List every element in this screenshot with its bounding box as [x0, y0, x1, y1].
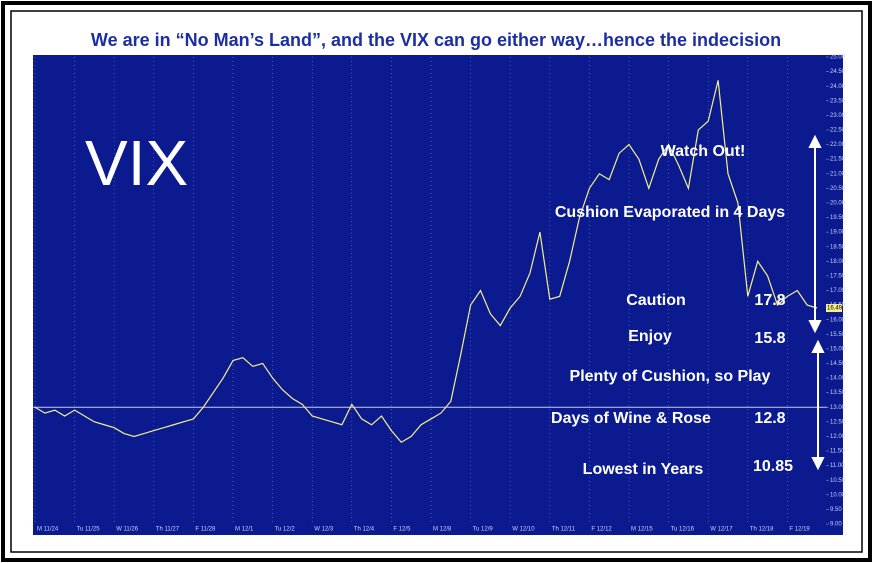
last-value-box: [826, 304, 842, 313]
x-tick-label: W 12/3: [314, 527, 334, 533]
plot: 9.00 9.50 10.00 10.50 11.00 11.50 12.00 12.50 13…: [33, 55, 846, 533]
last-value-label: 16.49: [827, 306, 843, 312]
x-tick-label: Th 11/27: [156, 527, 180, 533]
y-tick-label: 22.00: [830, 142, 846, 148]
x-tick-label: M 12/15: [631, 527, 653, 533]
annotation: Enjoy: [628, 328, 672, 345]
x-tick-label: Th 12/18: [750, 527, 774, 533]
x-tick-label: W 11/26: [116, 527, 139, 533]
y-tick-label: 19.00: [830, 230, 846, 236]
arrows: [808, 134, 825, 471]
x-tick-label: M 12/8: [433, 527, 452, 533]
y-tick-label: 22.50: [830, 128, 846, 134]
arrowhead: [808, 320, 822, 334]
y-tick-label: 11.50: [830, 449, 845, 455]
big-label: VIX: [85, 127, 188, 199]
plot-background: [33, 55, 843, 535]
series-line: [34, 80, 818, 444]
x-tick-label: Tu 12/9: [473, 527, 494, 533]
annotation: 17.8: [754, 292, 785, 309]
chart-title: We are in “No Man’s Land”, and the VIX c…: [91, 30, 781, 50]
y-tick-label: 21.50: [830, 157, 846, 163]
x-tick-label: M 11/24: [37, 527, 59, 533]
x-tick-label: F 12/19: [789, 527, 810, 533]
annotation: 12.8: [754, 410, 785, 427]
x-tick-label: W 12/17: [710, 527, 733, 533]
annotation: Cushion Evaporated in 4 Days: [555, 204, 785, 221]
x-tick-label: Tu 11/25: [77, 527, 101, 533]
y-tick-label: 13.00: [830, 405, 846, 411]
annotation: Plenty of Cushion, so Play: [570, 368, 771, 385]
x-tick-label: Th 12/11: [552, 527, 576, 533]
y-tick-label: 25.00: [830, 55, 846, 61]
annotation: Watch Out!: [661, 143, 746, 160]
y-tick-label: 21.00: [830, 171, 846, 177]
y-tick-label: 19.50: [830, 215, 846, 221]
y-tick-label: 16.00: [830, 317, 846, 323]
y-tick-label: 15.50: [830, 332, 846, 338]
annotation: 10.85: [753, 458, 793, 475]
y-tick-label: 17.00: [830, 288, 846, 294]
y-tick-label: 11.00: [830, 463, 845, 469]
x-tick-label: F 12/5: [393, 527, 411, 533]
annotation: Lowest in Years: [583, 461, 704, 478]
y-tick-label: 18.00: [830, 259, 846, 265]
y-tick-label: 15.00: [830, 346, 846, 352]
y-tick-label: 9.00: [830, 522, 842, 528]
y-tick-label: 17.50: [830, 273, 846, 279]
annotation: 15.8: [754, 330, 785, 347]
annotation: Days of Wine & Rose: [551, 410, 711, 427]
y-tick-label: 14.00: [830, 376, 846, 382]
y-tick-label: 20.50: [830, 186, 846, 192]
y-tick-label: 13.50: [830, 390, 846, 396]
arrowhead: [811, 339, 825, 353]
x-tick-label: Tu 12/2: [275, 527, 296, 533]
x-tick-label: Th 12/4: [354, 527, 375, 533]
y-tick-label: 10.00: [830, 492, 846, 498]
y-tick-label: 20.00: [830, 201, 846, 207]
y-tick-label: 23.50: [830, 98, 846, 104]
x-tick-label: F 12/12: [591, 527, 612, 533]
x-tick-label: Tu 12/16: [671, 527, 695, 533]
y-tick-label: 24.00: [830, 84, 846, 90]
annotation: Caution: [626, 292, 686, 309]
inner-frame: [10, 10, 863, 553]
y-tick-label: 18.50: [830, 244, 846, 250]
x-tick-label: W 12/10: [512, 527, 535, 533]
y-tick-label: 12.50: [830, 419, 846, 425]
y-tick-label: 9.50: [830, 507, 842, 513]
arrowhead: [808, 134, 822, 148]
x-tick-label: M 12/1: [235, 527, 254, 533]
x-tick-label: F 11/28: [195, 527, 216, 533]
y-tick-label: 14.50: [830, 361, 846, 367]
y-tick-label: 23.00: [830, 113, 846, 119]
arrowhead: [811, 457, 825, 471]
y-tick-label: 12.00: [830, 434, 846, 440]
y-tick-label: 10.50: [830, 478, 846, 484]
y-tick-label: 24.50: [830, 69, 846, 75]
